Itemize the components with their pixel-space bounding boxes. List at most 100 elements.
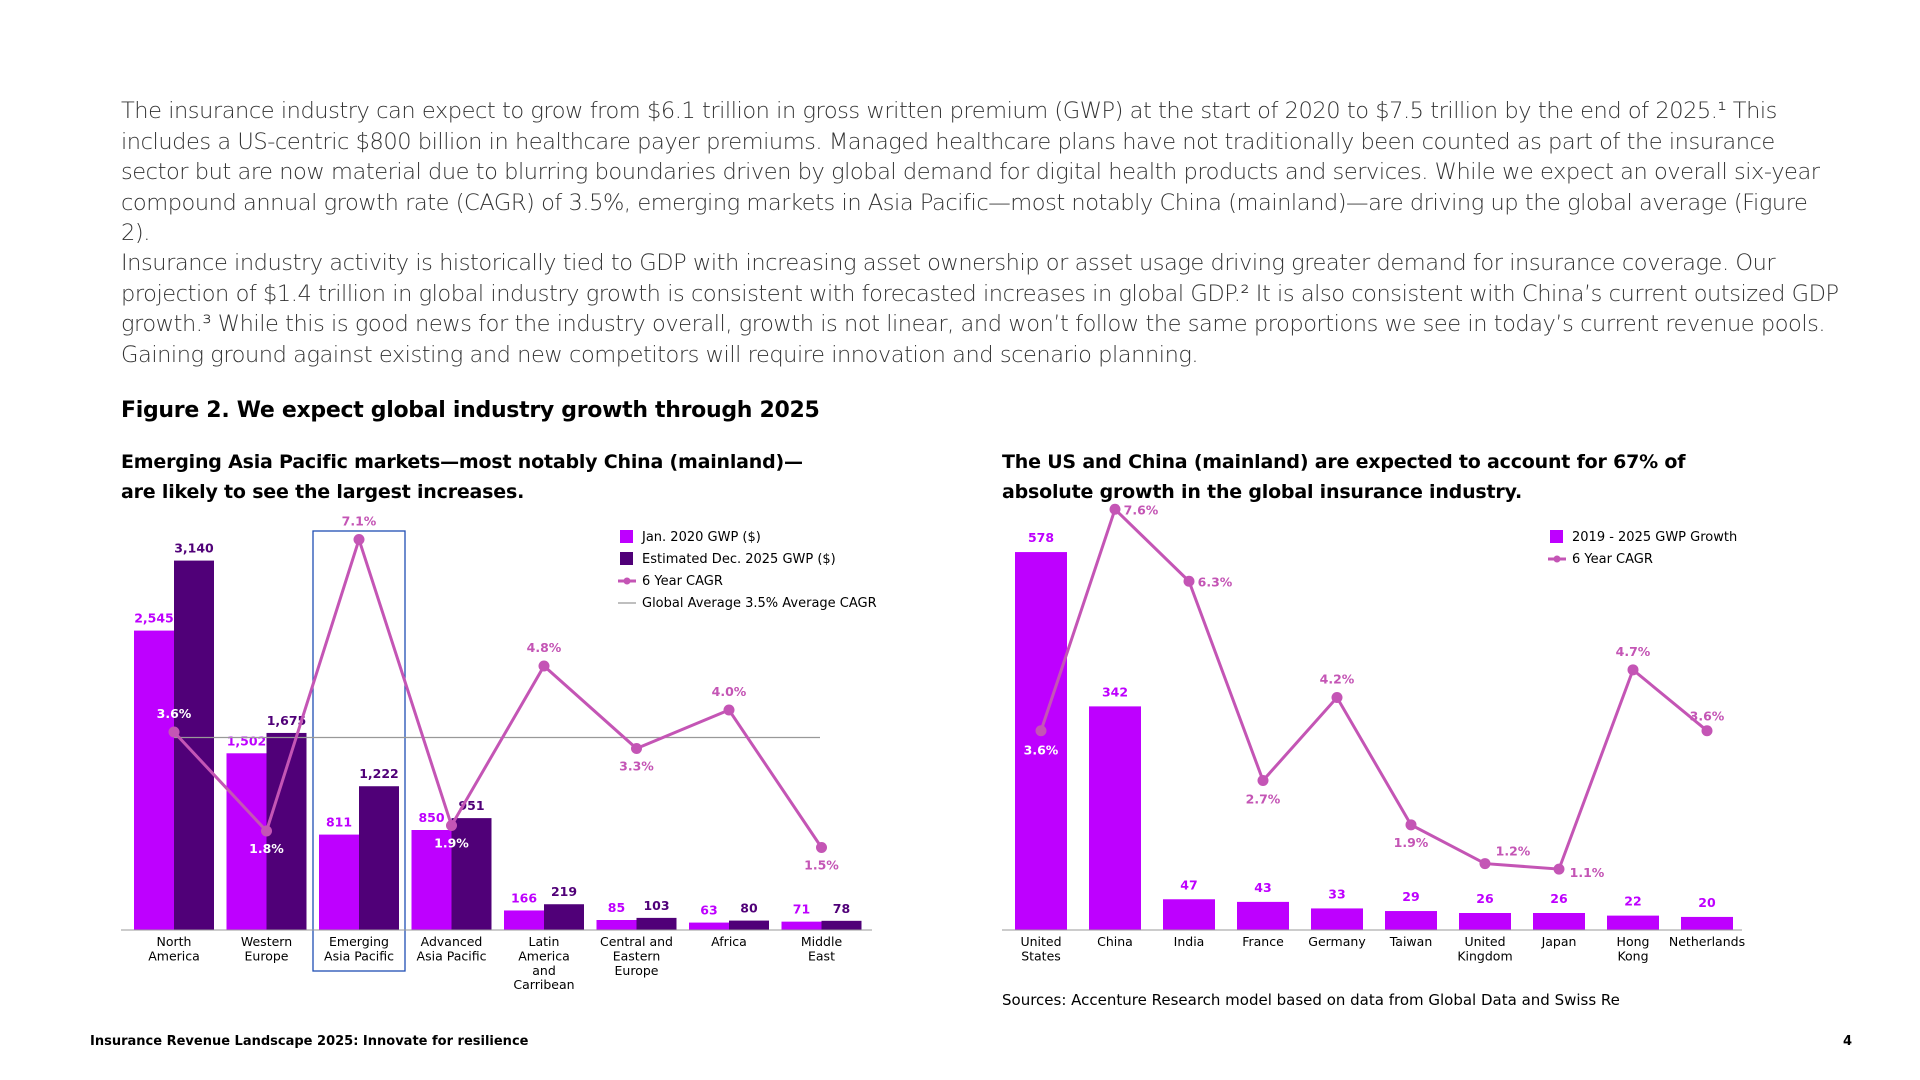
bar-label-gwp-growth: 43 [1254,880,1271,895]
x-tick-label: Japan [1541,934,1577,949]
bar-label-jan2020: 71 [793,902,810,917]
cagr-point [1035,725,1047,737]
cagr-point [723,704,735,716]
bar-label-jan2020: 166 [511,890,537,905]
cagr-label: 4.0% [712,684,747,699]
bar-label-gwp-growth: 26 [1550,891,1568,906]
cagr-label: 1.8% [249,841,284,856]
cagr-point [168,726,180,738]
x-tick-label: Middle East [801,934,843,963]
cagr-point [1479,858,1491,870]
cagr-point [538,660,550,672]
bar-dec2025 [729,920,769,930]
cagr-label: 3.6% [1024,743,1059,758]
bar-gwp-growth [1163,899,1215,930]
body-paragraph-1: The insurance industry can expect to gro… [121,98,1820,246]
x-tick-label: North America [148,934,200,963]
cagr-point [1553,863,1565,875]
x-tick-label: France [1242,934,1284,949]
bar-label-dec2025: 3,140 [174,541,214,556]
bar-gwp-growth [1089,706,1141,930]
cagr-label: 4.8% [527,640,562,655]
cagr-point [1405,819,1417,831]
x-tick-label: Africa [711,934,747,949]
x-tick-label: China [1097,934,1133,949]
bar-dec2025 [636,917,677,930]
legend-label-cagr: 6 Year CAGR [642,574,723,589]
cagr-label: 4.7% [1616,644,1651,659]
legend-label-cagr: 6 Year CAGR [1572,552,1653,567]
bar-dec2025 [451,818,492,930]
cagr-label: 3.3% [619,759,654,774]
bar-dec2025 [266,732,307,930]
cagr-label: 7.1% [342,514,377,529]
page-number: 4 [1843,1034,1853,1049]
bar-jan2020 [226,753,267,930]
cagr-point [353,534,365,545]
legend-label-global-average: Global Average 3.5% Average CAGR [642,596,877,611]
bar-label-gwp-growth: 342 [1102,684,1128,699]
bar-jan2020 [689,922,729,930]
bar-label-gwp-growth: 47 [1180,877,1197,892]
chart2-title: The US and China (mainland) are expected… [1002,451,1686,503]
legend-marker-cagr [1553,555,1561,563]
legend-swatch-dec2025 [620,552,633,565]
cagr-label: 2.7% [1246,792,1281,807]
sources-note: Sources: Accenture Research model based … [1002,991,1620,1009]
legend-marker-cagr [623,577,631,585]
bar-jan2020 [596,920,637,930]
cagr-label: 4.2% [1320,672,1355,687]
cagr-label: 6.3% [1198,574,1233,589]
x-tick-label: Hong Kong [1617,934,1650,963]
body-paragraph-2: Insurance industry activity is historica… [121,250,1839,368]
x-tick-label: United States [1020,934,1061,963]
x-tick-label: Advanced Asia Pacific [417,934,487,963]
x-tick-label: Germany [1308,934,1366,949]
legend-label-jan2020: Jan. 2020 GWP ($) [641,530,761,545]
legend-label-dec2025: Estimated Dec. 2025 GWP ($) [642,552,836,567]
bar-jan2020 [134,630,174,930]
bar-gwp-growth [1681,916,1733,930]
bar-label-gwp-growth: 26 [1476,891,1494,906]
legend-swatch-jan2020 [620,530,633,543]
highlight-box [312,530,406,972]
cagr-label: 1.9% [434,836,469,851]
bar-label-gwp-growth: 29 [1402,889,1419,904]
cagr-label: 1.9% [1394,835,1429,850]
cagr-label: 1.5% [804,858,839,873]
cagr-point [446,820,457,831]
x-tick-label: Taiwan [1389,934,1433,949]
bar-gwp-growth [1533,913,1585,930]
bar-label-jan2020: 850 [418,810,444,825]
figure-title: Figure 2. We expect global industry grow… [121,398,820,423]
bar-label-dec2025: 103 [643,898,669,913]
cagr-line [172,534,823,849]
cagr-point [1331,692,1343,703]
cagr-label: 7.6% [1124,502,1159,517]
cagr-line [1039,506,1708,871]
bar-gwp-growth [1015,552,1067,930]
bar-label-dec2025: 78 [833,901,850,916]
bar-label-gwp-growth: 33 [1328,886,1345,901]
x-tick-label: United Kingdom [1457,934,1512,963]
bar-label-jan2020: 2,545 [134,611,174,626]
chart1-title: Emerging Asia Pacific markets—most notab… [121,451,803,503]
x-tick-label: Latin America and Carribean [513,934,574,992]
bar-gwp-growth [1237,901,1289,930]
cagr-label: 1.1% [1570,865,1605,880]
cagr-label: 3.6% [1690,709,1725,724]
bar-gwp-growth [1385,911,1437,930]
bar-label-gwp-growth: 22 [1624,894,1641,909]
bar-label-dec2025: 80 [740,901,758,916]
cagr-point [1257,775,1269,787]
bar-label-jan2020: 1,502 [227,733,267,748]
bar-label-dec2025: 1,675 [267,713,307,728]
bar-dec2025 [174,560,214,930]
x-tick-label: Central and Eastern Europe [600,934,673,978]
x-tick-label: Netherlands [1669,934,1745,949]
cagr-point [261,825,272,837]
x-tick-label: Emerging Asia Pacific [324,934,394,963]
x-tick-label: India [1174,934,1205,949]
x-tick-label: Western Europe [241,934,292,963]
